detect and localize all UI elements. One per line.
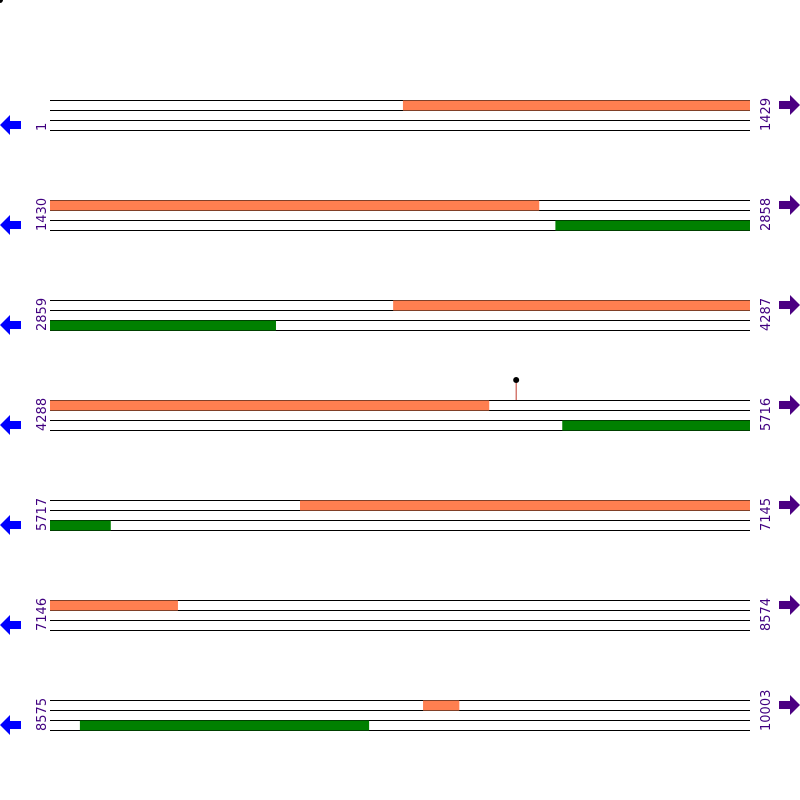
row-start-label: 2859: [35, 298, 50, 331]
row-end-label: 7145: [759, 498, 774, 531]
reverse-arrow: [0, 415, 21, 435]
forward-arrow: [779, 495, 800, 515]
forward-arrow: [779, 295, 800, 315]
row-start-label: 5717: [35, 498, 50, 531]
row-start-label: 1430: [35, 198, 50, 231]
reverse-arrow: [0, 715, 21, 735]
feature-reverse: [79, 720, 370, 731]
reverse-arrow: [0, 515, 21, 535]
feature-reverse: [555, 220, 750, 231]
feature-forward: [50, 400, 490, 411]
row-start-label: 1: [35, 123, 50, 131]
row-start-label: 7146: [35, 598, 50, 631]
reverse-arrow: [0, 615, 21, 635]
forward-arrow: [779, 395, 800, 415]
row-end-label: 5716: [759, 398, 774, 431]
feature-forward: [300, 500, 750, 511]
forward-arrow: [779, 195, 800, 215]
row-start-label: 8575: [35, 698, 50, 731]
forward-arrow: [779, 95, 800, 115]
feature-forward: [393, 300, 750, 311]
reverse-arrow: [0, 315, 21, 335]
row-end-label: 10003: [759, 690, 774, 731]
reverse-arrow: [0, 215, 21, 235]
feature-reverse: [50, 520, 111, 531]
row-end-label: 8574: [759, 598, 774, 631]
feature-reverse: [562, 420, 750, 431]
row-end-label: 2858: [759, 198, 774, 231]
feature-reverse: [50, 320, 276, 331]
row-end-label: 4287: [759, 298, 774, 331]
forward-arrow: [779, 595, 800, 615]
feature-forward: [423, 700, 460, 711]
marker-head: [513, 377, 520, 383]
reverse-arrow: [0, 115, 21, 135]
feature-forward: [50, 600, 178, 611]
feature-forward: [402, 100, 750, 111]
corner-dot: [0, 0, 3, 3]
row-start-label: 4288: [35, 398, 50, 431]
forward-arrow: [779, 695, 800, 715]
feature-forward: [50, 200, 540, 211]
row-end-label: 1429: [759, 98, 774, 131]
